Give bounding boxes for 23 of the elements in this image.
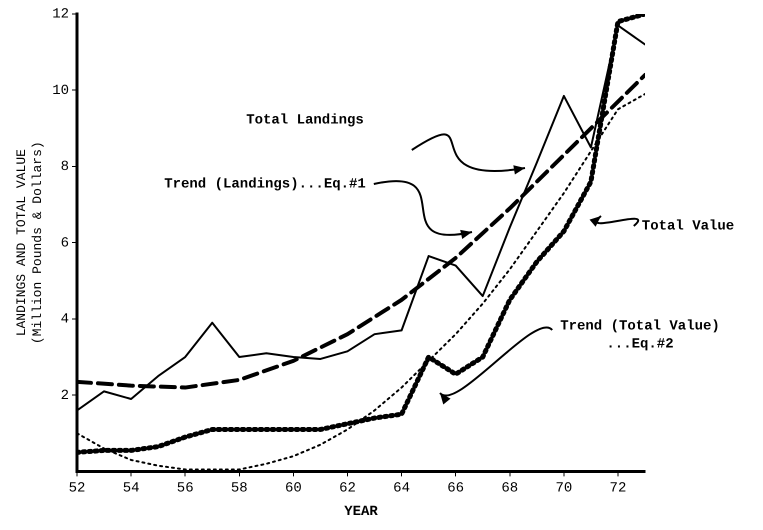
y-tick-label: 6 (60, 235, 70, 252)
annotation: Trend (Total Value) ...Eq.#2 (560, 318, 720, 353)
x-tick-label: 68 (501, 480, 518, 497)
x-tick-label: 66 (447, 480, 464, 497)
annotation: Trend (Landings)...Eq.#1 (164, 176, 366, 193)
x-tick-label: 54 (122, 480, 140, 497)
y-axis-title: LANDINGS AND TOTAL VALUE (Million Pounds & Dollars) (14, 141, 45, 344)
annotation: Total Landings (246, 112, 364, 129)
x-tick-label: 56 (176, 480, 194, 497)
annotation: Total Value (642, 218, 734, 235)
x-axis-title: YEAR (344, 504, 378, 520)
y-tick-label: 8 (60, 159, 70, 176)
y-tick-label: 10 (52, 82, 70, 99)
y-tick-label: 12 (52, 6, 70, 23)
x-tick-label: 64 (393, 480, 410, 497)
y-tick-label: 4 (60, 312, 70, 328)
x-tick-label: 52 (68, 480, 86, 497)
x-tick-label: 72 (610, 480, 626, 497)
y-tick-label: 2 (60, 388, 70, 404)
x-tick-label: 62 (339, 480, 356, 497)
x-tick-label: 58 (230, 480, 248, 497)
x-tick-label: 60 (284, 480, 302, 497)
x-tick-label: 70 (555, 480, 572, 497)
